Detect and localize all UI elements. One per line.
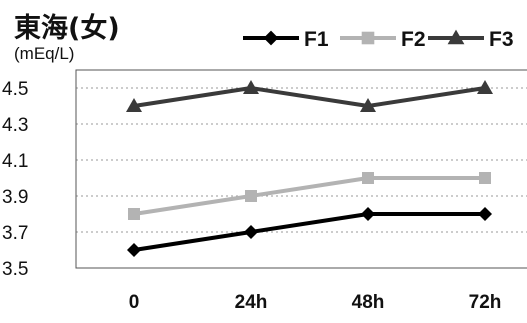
series-line-f1 bbox=[133, 212, 485, 252]
data-point-f2 bbox=[128, 208, 140, 220]
data-point-f3 bbox=[243, 80, 259, 94]
data-point-f1 bbox=[361, 207, 375, 221]
y-tick-label: 3.7 bbox=[2, 223, 28, 244]
y-tick-label: 4.5 bbox=[2, 79, 28, 100]
x-axis: 0 24h 48h 72h bbox=[129, 292, 502, 313]
y-axis: 4.5 4.3 4.1 3.9 3.7 3.5 bbox=[2, 79, 28, 280]
series-group bbox=[126, 80, 493, 257]
x-tick-label: 0 bbox=[129, 292, 140, 313]
data-point-f3 bbox=[360, 98, 376, 112]
legend-marker-f1 bbox=[263, 30, 279, 46]
x-tick-label: 48h bbox=[352, 292, 385, 313]
data-point-f3 bbox=[477, 80, 493, 94]
y-tick-label: 3.9 bbox=[2, 187, 28, 208]
data-point-f2 bbox=[362, 172, 374, 184]
x-tick-label: 72h bbox=[469, 292, 502, 313]
legend-marker-f3 bbox=[447, 29, 465, 45]
legend: F1 F2 F3 bbox=[243, 28, 514, 51]
y-tick-label: 4.3 bbox=[2, 115, 28, 136]
data-point-f1 bbox=[127, 243, 141, 257]
gridlines bbox=[76, 87, 527, 233]
data-point-f2 bbox=[479, 172, 491, 184]
data-point-f2 bbox=[245, 190, 257, 202]
data-point-f3 bbox=[126, 98, 142, 112]
legend-label-f3: F3 bbox=[489, 28, 514, 51]
y-axis-unit-label: (mEq/L) bbox=[14, 44, 74, 63]
series-line-f2 bbox=[133, 176, 485, 216]
y-tick-label: 3.5 bbox=[2, 259, 28, 280]
legend-label-f1: F1 bbox=[304, 28, 329, 51]
x-tick-label: 24h bbox=[235, 292, 268, 313]
y-tick-label: 4.1 bbox=[2, 151, 28, 172]
legend-marker-f2 bbox=[361, 31, 375, 45]
series-line-f3 bbox=[133, 86, 486, 108]
data-point-f1 bbox=[244, 225, 258, 239]
plot-area bbox=[75, 69, 527, 269]
chart-title: 東海(女) bbox=[14, 12, 120, 44]
data-point-f1 bbox=[478, 207, 492, 221]
legend-label-f2: F2 bbox=[401, 28, 426, 51]
